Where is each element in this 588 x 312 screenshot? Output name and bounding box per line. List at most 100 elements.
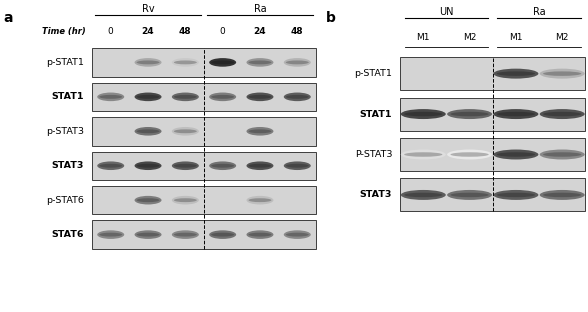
Bar: [92, 152, 316, 180]
Ellipse shape: [211, 233, 234, 236]
Ellipse shape: [136, 164, 159, 168]
Ellipse shape: [135, 230, 162, 239]
Text: 24: 24: [142, 27, 155, 36]
Ellipse shape: [136, 233, 159, 236]
Text: p-STAT6: p-STAT6: [46, 196, 84, 205]
Text: p-STAT3: p-STAT3: [46, 127, 84, 136]
Text: STAT3: STAT3: [360, 190, 392, 199]
Text: M2: M2: [463, 33, 476, 42]
Ellipse shape: [172, 127, 199, 136]
Ellipse shape: [447, 109, 492, 119]
Ellipse shape: [249, 129, 272, 133]
Ellipse shape: [540, 69, 584, 79]
Ellipse shape: [174, 164, 197, 168]
Ellipse shape: [249, 61, 272, 64]
Ellipse shape: [493, 69, 539, 79]
Ellipse shape: [136, 129, 159, 133]
Bar: [92, 117, 316, 145]
Bar: [92, 186, 316, 214]
Ellipse shape: [493, 190, 539, 200]
Bar: [400, 57, 586, 90]
Text: 0: 0: [108, 27, 113, 36]
Ellipse shape: [246, 93, 273, 101]
Ellipse shape: [172, 58, 199, 67]
Ellipse shape: [543, 71, 582, 76]
Ellipse shape: [450, 152, 489, 157]
Ellipse shape: [404, 193, 442, 197]
Ellipse shape: [401, 109, 446, 119]
Ellipse shape: [401, 190, 446, 200]
Ellipse shape: [172, 230, 199, 239]
Ellipse shape: [209, 58, 236, 67]
Ellipse shape: [135, 161, 162, 170]
Ellipse shape: [450, 193, 489, 197]
Ellipse shape: [246, 230, 273, 239]
Ellipse shape: [540, 109, 584, 119]
Ellipse shape: [174, 129, 197, 133]
Ellipse shape: [99, 164, 122, 168]
Ellipse shape: [246, 161, 273, 170]
Text: P-STAT3: P-STAT3: [355, 150, 392, 159]
Text: Ra: Ra: [253, 4, 266, 14]
Text: Rv: Rv: [142, 4, 155, 14]
Ellipse shape: [447, 149, 492, 159]
Ellipse shape: [284, 230, 311, 239]
Ellipse shape: [136, 61, 159, 64]
Ellipse shape: [249, 164, 272, 168]
Ellipse shape: [450, 112, 489, 116]
Ellipse shape: [284, 58, 311, 67]
Ellipse shape: [493, 149, 539, 159]
Ellipse shape: [172, 93, 199, 101]
Bar: [400, 138, 586, 171]
Ellipse shape: [286, 164, 309, 168]
Ellipse shape: [540, 149, 584, 159]
Ellipse shape: [135, 93, 162, 101]
Ellipse shape: [211, 95, 234, 99]
Ellipse shape: [404, 152, 442, 157]
Ellipse shape: [135, 58, 162, 67]
Bar: [92, 48, 316, 77]
Ellipse shape: [209, 230, 236, 239]
Text: STAT3: STAT3: [52, 161, 84, 170]
Text: M2: M2: [556, 33, 569, 42]
Ellipse shape: [497, 193, 535, 197]
Ellipse shape: [99, 233, 122, 236]
Ellipse shape: [249, 95, 272, 99]
Ellipse shape: [135, 127, 162, 136]
Ellipse shape: [493, 109, 539, 119]
Text: M1: M1: [416, 33, 430, 42]
Ellipse shape: [497, 152, 535, 157]
Text: Time (hr): Time (hr): [42, 27, 86, 36]
Text: p-STAT1: p-STAT1: [355, 69, 392, 78]
Bar: [400, 178, 586, 212]
Ellipse shape: [209, 93, 236, 101]
Ellipse shape: [249, 233, 272, 236]
Text: 48: 48: [291, 27, 303, 36]
Text: STAT1: STAT1: [52, 92, 84, 101]
Text: b: b: [326, 11, 336, 25]
Text: UN: UN: [439, 7, 454, 17]
Ellipse shape: [447, 190, 492, 200]
Ellipse shape: [211, 61, 234, 64]
Ellipse shape: [497, 71, 535, 76]
Ellipse shape: [401, 149, 446, 159]
Ellipse shape: [172, 196, 199, 204]
Text: 0: 0: [220, 27, 226, 36]
Ellipse shape: [284, 93, 311, 101]
Ellipse shape: [99, 95, 122, 99]
Bar: [92, 83, 316, 111]
Ellipse shape: [135, 196, 162, 204]
Ellipse shape: [249, 198, 272, 202]
Ellipse shape: [497, 112, 535, 116]
Ellipse shape: [543, 112, 582, 116]
Ellipse shape: [97, 230, 124, 239]
Ellipse shape: [136, 95, 159, 99]
Text: M1: M1: [509, 33, 523, 42]
Text: Ra: Ra: [533, 7, 545, 17]
Ellipse shape: [246, 58, 273, 67]
Ellipse shape: [543, 193, 582, 197]
Ellipse shape: [97, 93, 124, 101]
Ellipse shape: [174, 198, 197, 202]
Ellipse shape: [172, 161, 199, 170]
Bar: [92, 220, 316, 249]
